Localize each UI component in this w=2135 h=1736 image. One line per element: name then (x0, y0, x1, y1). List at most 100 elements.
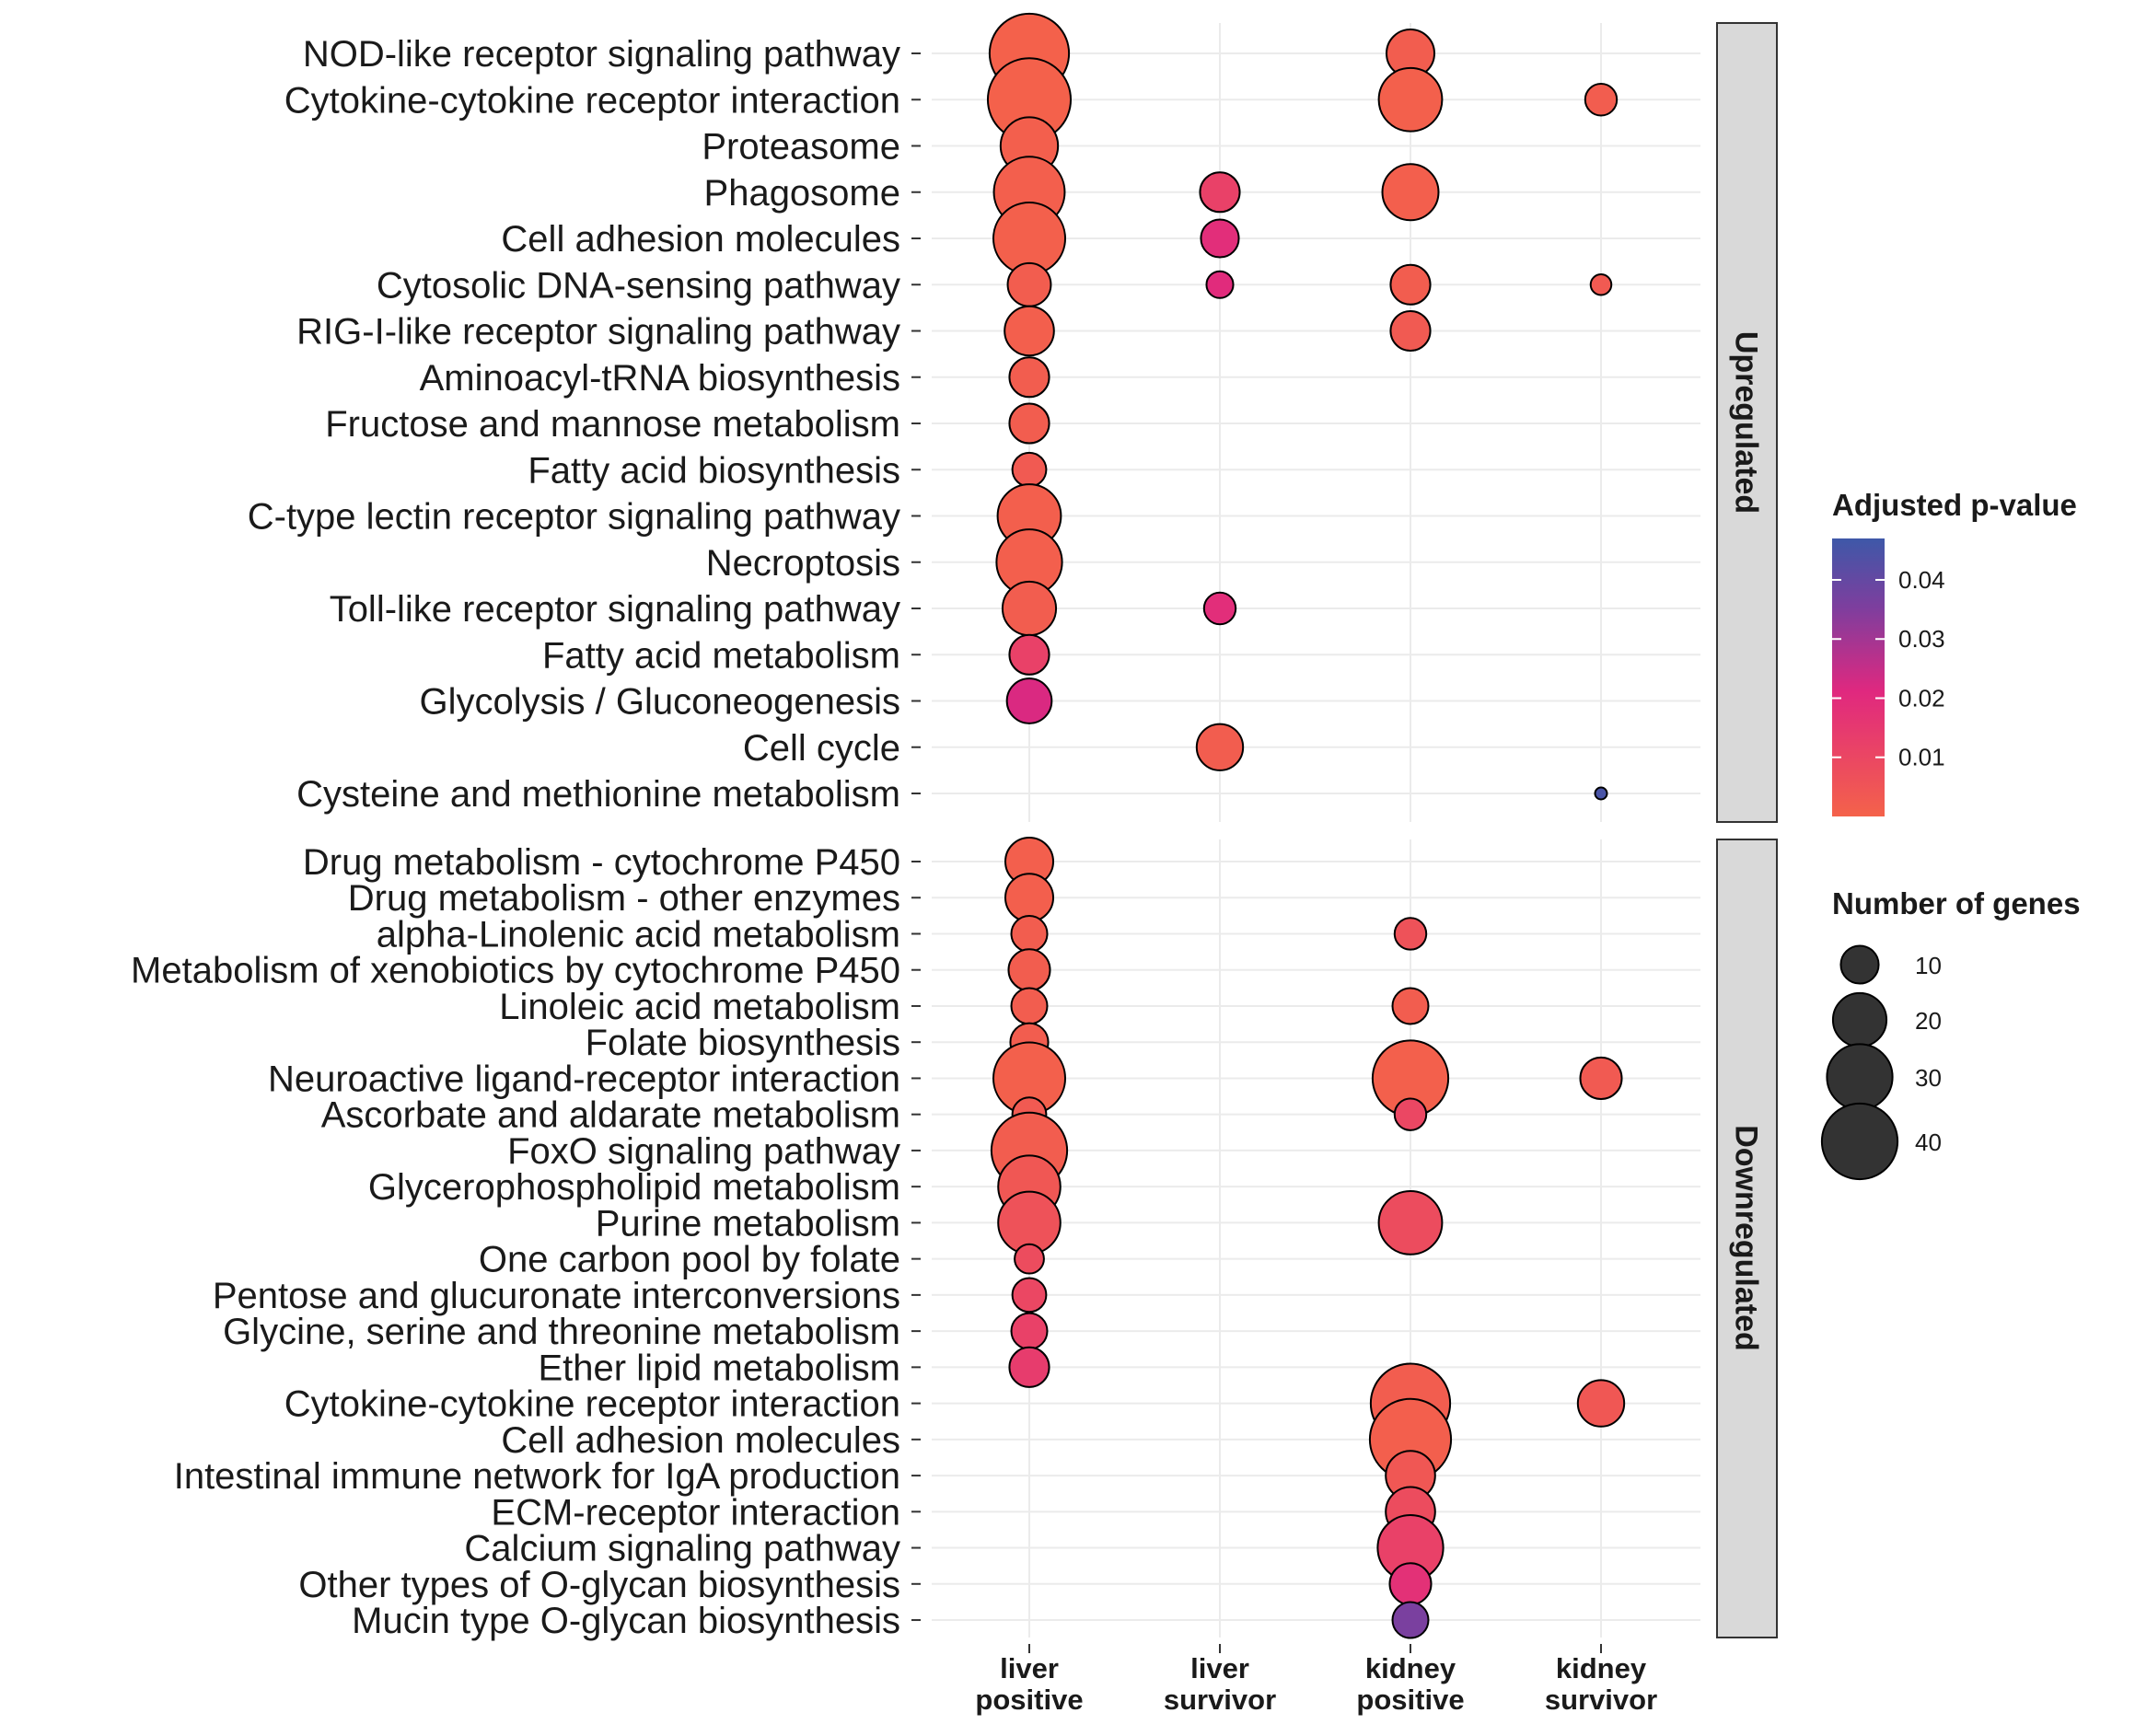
column-label: liver (1000, 1652, 1059, 1684)
pathway-label: Calcium signaling pathway (464, 1529, 900, 1569)
upregulated-panel: NOD-like receptor signaling pathway Cytok… (248, 12, 1778, 823)
pathway-label: Fatty acid biosynthesis (528, 450, 900, 491)
pathway-dot (1589, 272, 1613, 296)
size-legend-label: 10 (1915, 952, 1942, 979)
column-label: liver (1190, 1652, 1249, 1684)
column-label: survivor (1164, 1684, 1276, 1716)
pathway-label: Fructose and mannose metabolism (325, 404, 900, 445)
pathway-dot (1389, 309, 1432, 353)
pathway-dot (1010, 914, 1049, 953)
pathway-dot (1393, 917, 1428, 951)
pathway-dot (1202, 591, 1237, 626)
strip-background (1716, 839, 1778, 1638)
pathway-label: Folate biosynthesis (586, 1023, 900, 1063)
pathway-label: Drug metabolism - other enzymes (348, 878, 900, 919)
size-legend-title: Number of genes (1832, 886, 2081, 920)
pathway-label: Purine metabolism (596, 1203, 900, 1244)
pathway-label: Toll-like receptor signaling pathway (330, 589, 900, 630)
color-legend-ticks: 0.04 0.03 0.02 0.01 (1832, 566, 1945, 771)
size-legend-label: 30 (1915, 1064, 1942, 1092)
pathway-dot (1001, 580, 1058, 637)
pathway-dot (1195, 723, 1245, 771)
data-points (990, 837, 1626, 1639)
column-label: survivor (1545, 1684, 1657, 1716)
pathway-label: Cytokine-cytokine receptor interaction (284, 1384, 900, 1425)
pathway-label: Cell cycle (743, 728, 900, 769)
y-axis-ticks (911, 861, 921, 1622)
pathway-dot (1594, 786, 1608, 801)
color-legend-title: Adjusted p-value (1832, 488, 2077, 522)
size-legend: Number of genes 10 20 30 40 (1820, 886, 2081, 1181)
pathway-label: alpha-Linolenic acid metabolism (377, 914, 900, 955)
pathway-dot (1008, 633, 1050, 676)
size-legend-label: 40 (1915, 1128, 1942, 1156)
pathway-label: Cell adhesion molecules (501, 219, 900, 260)
pathway-label: Glycerophospholipid metabolism (368, 1167, 900, 1208)
pathway-label: Fatty acid metabolism (542, 635, 900, 676)
pathway-label: Other types of O-glycan biosynthesis (298, 1565, 900, 1605)
pathway-label: Cytosolic DNA-sensing pathway (377, 265, 900, 306)
pathway-label: Necroptosis (706, 543, 900, 584)
pathway-label: Drug metabolism - cytochrome P450 (303, 842, 900, 883)
pathway-dot (1200, 218, 1240, 259)
color-legend-bar (1832, 538, 1885, 816)
pathway-label: Phagosome (704, 173, 900, 214)
pathway-dot (1584, 83, 1619, 117)
pathway-dot (1579, 1056, 1623, 1100)
size-legend-dot (1831, 991, 1888, 1048)
pathway-dot (1389, 263, 1432, 306)
pathway-dot (1008, 1346, 1050, 1388)
pathway-label: Glycolysis / Gluconeogenesis (420, 682, 900, 723)
pathway-dot (1008, 402, 1050, 445)
strip-label-upregulated: Upregulated (1729, 331, 1764, 514)
size-legend-dot (1820, 1102, 1899, 1181)
pathway-label: Pentose and glucuronate interconversions (213, 1276, 900, 1316)
pathway-dot (1391, 987, 1430, 1025)
size-legend-dot (1839, 944, 1880, 985)
strip-label-downregulated: Downregulated (1729, 1125, 1764, 1351)
panel-strip: Upregulated (1716, 22, 1778, 823)
color-tick-label: 0.03 (1898, 625, 1945, 653)
x-axis: liverpositiveliversurvivorkidneypositive… (975, 1644, 1657, 1716)
pathway-dot (1011, 1277, 1048, 1314)
size-legend-entries: 10 20 30 40 (1820, 944, 1942, 1181)
pathway-dot (1007, 948, 1051, 992)
data-points (986, 12, 1619, 801)
column-label: positive (975, 1684, 1083, 1716)
pathway-label: Cell adhesion molecules (501, 1420, 900, 1461)
pathway-label: Metabolism of xenobiotics by cytochrome … (131, 951, 900, 991)
color-tick-label: 0.04 (1898, 566, 1945, 594)
pathway-dot (1004, 305, 1055, 357)
pathway-label: Linoleic acid metabolism (499, 987, 900, 1027)
pathway-label: Ascorbate and aldarate metabolism (321, 1095, 900, 1136)
pathway-label: Neuroactive ligand-receptor interaction (268, 1059, 900, 1099)
pathway-dot (1014, 1243, 1045, 1275)
pathway-label: Glycine, serine and threonine metabolism (223, 1312, 900, 1352)
strip-background (1716, 22, 1778, 823)
pathway-dot (1381, 163, 1440, 222)
pathway-dot (1576, 1379, 1626, 1428)
pathway-label: Cysteine and methionine metabolism (296, 774, 900, 815)
panel-strip: Downregulated (1716, 839, 1778, 1638)
column-label: kidney (1365, 1652, 1456, 1684)
color-tick-label: 0.02 (1898, 684, 1945, 712)
pathway-label: FoxO signaling pathway (507, 1131, 900, 1172)
column-label: positive (1356, 1684, 1464, 1716)
pathway-label: NOD-like receptor signaling pathway (303, 34, 900, 75)
pathway-dot (1005, 677, 1053, 724)
pathway-label: Cytokine-cytokine receptor interaction (284, 80, 900, 121)
pathway-label: Aminoacyl-tRNA biosynthesis (420, 358, 900, 399)
size-legend-label: 20 (1915, 1007, 1942, 1035)
pathway-dot (1010, 1312, 1049, 1350)
pathway-dot (1199, 171, 1241, 214)
pathway-dot (1010, 987, 1049, 1025)
panel-background (932, 839, 1700, 1638)
pathway-dot (1388, 1562, 1433, 1606)
pathway-dot (1205, 270, 1235, 299)
color-legend: Adjusted p-value 0.04 0.03 0.02 0.01 (1832, 488, 2077, 816)
pathway-dot (1377, 1190, 1444, 1256)
pathway-label: One carbon pool by folate (479, 1240, 900, 1280)
